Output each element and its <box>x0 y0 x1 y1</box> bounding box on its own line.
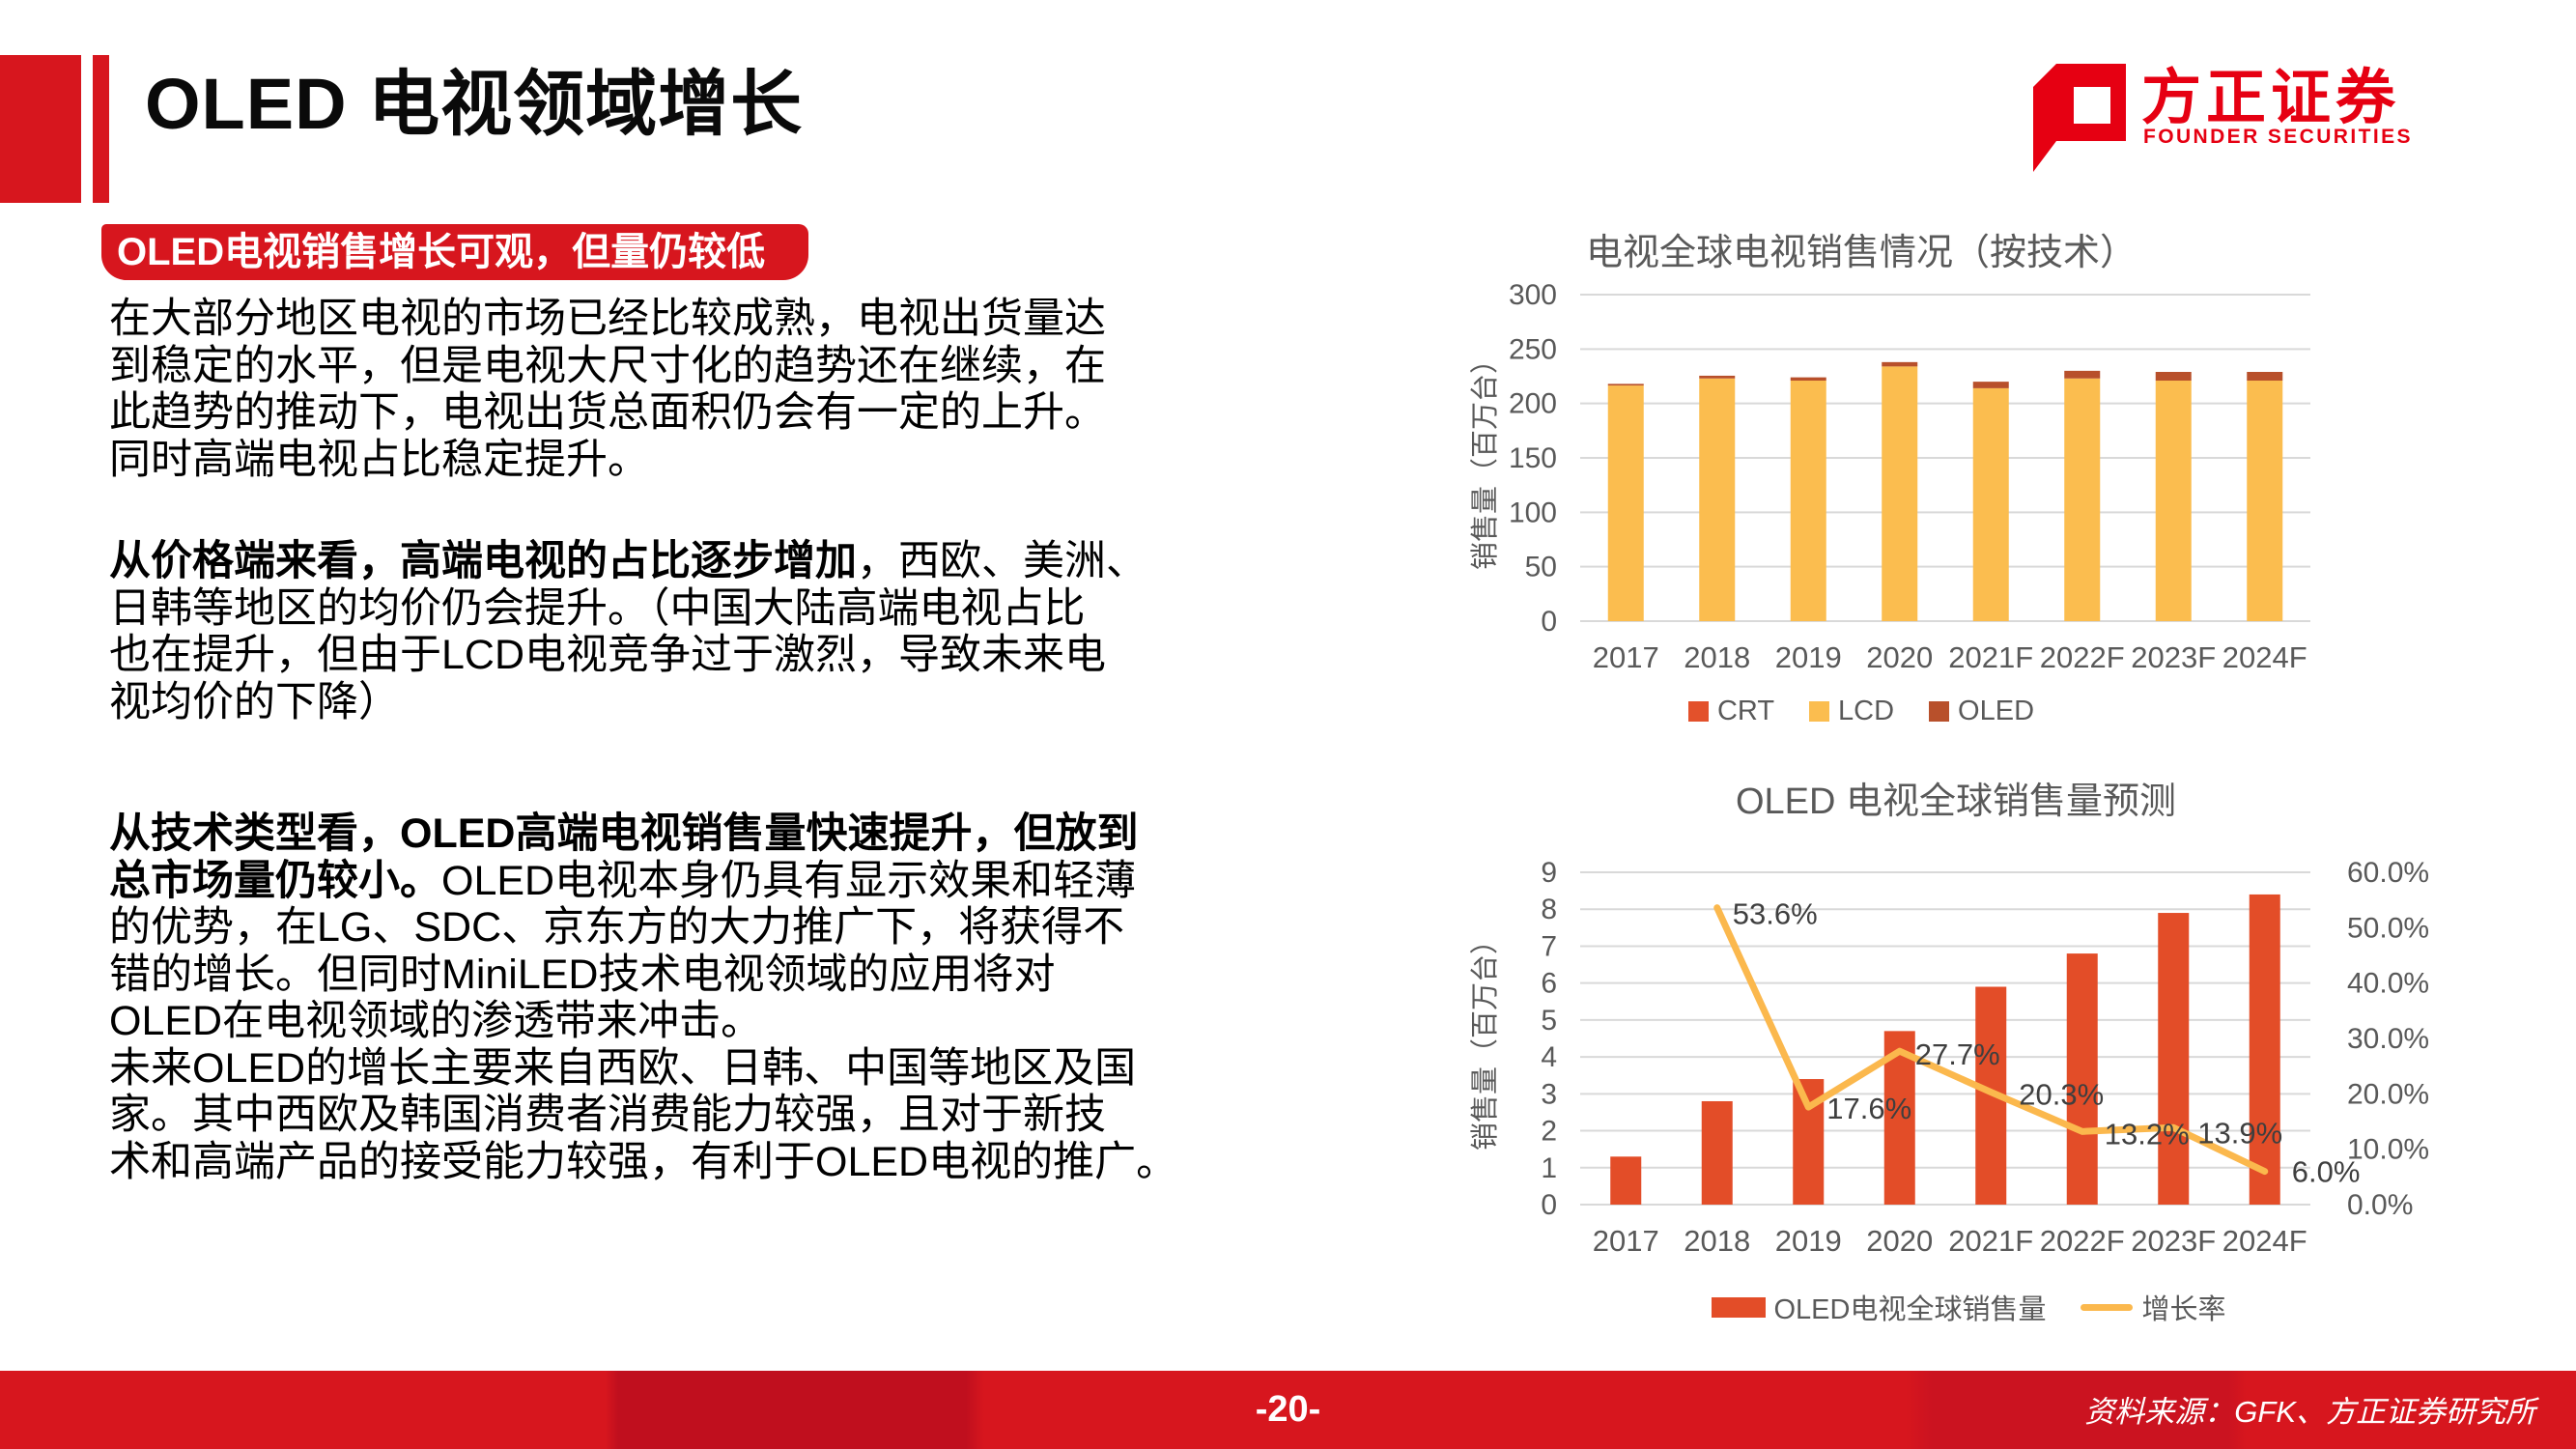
legend-item-CRT: CRT <box>1687 696 1774 727</box>
svg-text:2020: 2020 <box>1866 640 1933 674</box>
chart2-bar-line-chart: 0 1 2 3 4 5 6 7 8 9 0.0% 10.0% 20.0% 30.0% 40.0% 50.0% 6… <box>1541 857 2429 1258</box>
svg-text:2021F: 2021F <box>1948 1224 2033 1258</box>
founder-logo-icon <box>2033 64 2126 172</box>
chart1-legend: CRT LCD OLED <box>1378 696 2344 727</box>
svg-text:2: 2 <box>1541 1116 1557 1148</box>
logo-en-text: FOUNDER SECURITIES <box>2143 126 2413 148</box>
paragraph-1: 在大部分地区电视的市场已经比较成熟，电视出货量达 到稳定的水平，但是电视大尺寸化的… <box>109 296 1106 483</box>
legend-item-bars: OLED电视全球销售量 <box>1711 1287 2046 1327</box>
footer-bar: -20- 资料来源：GFK、方正证券研究所 <box>0 1371 2576 1449</box>
svg-text:13.9%: 13.9% <box>2197 1116 2282 1150</box>
svg-text:0: 0 <box>1541 606 1557 638</box>
svg-text:2023F: 2023F <box>2131 1224 2216 1258</box>
svg-text:2022F: 2022F <box>2040 1224 2125 1258</box>
svg-text:8: 8 <box>1541 894 1557 925</box>
svg-text:20.3%: 20.3% <box>2019 1078 2104 1112</box>
svg-text:7: 7 <box>1541 930 1557 962</box>
chart2-title: OLED 电视全球销售量预测 <box>1735 781 2177 822</box>
section-banner: OLED电视销售增长可观，但量仍较低 <box>101 224 808 280</box>
svg-text:6: 6 <box>1541 968 1557 1000</box>
legend-swatch <box>1687 701 1709 722</box>
svg-text:100: 100 <box>1509 497 1557 528</box>
page-title: OLED 电视领域增长 <box>145 64 804 144</box>
svg-text:13.2%: 13.2% <box>2105 1117 2190 1151</box>
svg-text:4: 4 <box>1541 1041 1557 1073</box>
svg-text:10.0%: 10.0% <box>2347 1134 2429 1166</box>
chart1-title: 电视全球电视销售情况（按技术） <box>1585 233 2137 273</box>
legend-swatch <box>1809 701 1830 722</box>
svg-text:2018: 2018 <box>1684 640 1750 674</box>
svg-text:2017: 2017 <box>1593 1224 1659 1258</box>
svg-text:50: 50 <box>1525 552 1557 583</box>
legend-item-OLED: OLED <box>1929 696 2034 727</box>
svg-text:2019: 2019 <box>1775 640 1842 674</box>
left-accent-bar <box>93 55 109 203</box>
svg-text:2018: 2018 <box>1684 1224 1750 1258</box>
svg-text:17.6%: 17.6% <box>1826 1092 1911 1125</box>
body-text: 在大部分地区电视的市场已经比较成熟，电视出货量达 到稳定的水平，但是电视大尺寸化的… <box>109 296 1249 1185</box>
svg-text:2019: 2019 <box>1775 1224 1842 1258</box>
svg-text:0: 0 <box>1541 1189 1557 1221</box>
svg-text:2020: 2020 <box>1866 1224 1933 1258</box>
paragraph-2: 从价格端来看，高端电视的占比逐步增加，西欧、美洲、 日韩等地区的均价仍会提升。（中… <box>109 538 1147 725</box>
founder-securities-logo: 方正证券 FOUNDER SECURITIES <box>2024 54 2429 180</box>
svg-text:20.0%: 20.0% <box>2347 1078 2429 1110</box>
paragraph-3: 从技术类型看，OLED高端电视销售量快速提升，但放到 总市场量仍较小。OLED电视… <box>109 810 1178 1185</box>
svg-text:50.0%: 50.0% <box>2347 912 2429 944</box>
svg-text:150: 150 <box>1509 442 1557 474</box>
svg-text:60.0%: 60.0% <box>2347 857 2429 889</box>
svg-text:2021F: 2021F <box>1948 640 2033 674</box>
legend-swatch <box>1929 701 1950 722</box>
svg-text:250: 250 <box>1509 333 1557 365</box>
svg-text:5: 5 <box>1541 1005 1557 1037</box>
svg-text:3: 3 <box>1541 1078 1557 1110</box>
chart2-legend: OLED电视全球销售量 增长率 <box>1486 1287 2451 1327</box>
svg-text:2024F: 2024F <box>2222 640 2307 674</box>
svg-text:2023F: 2023F <box>2131 640 2216 674</box>
svg-text:40.0%: 40.0% <box>2347 968 2429 1000</box>
svg-text:1: 1 <box>1541 1152 1557 1184</box>
svg-text:9: 9 <box>1541 857 1557 889</box>
svg-text:300: 300 <box>1509 279 1557 311</box>
legend-item-line: 增长率 <box>2081 1287 2226 1327</box>
svg-text:27.7%: 27.7% <box>1915 1037 2000 1071</box>
svg-text:2017: 2017 <box>1593 640 1659 674</box>
svg-text:2022F: 2022F <box>2040 640 2125 674</box>
source-note: 资料来源：GFK、方正证券研究所 <box>2084 1395 2535 1429</box>
left-accent-block <box>0 55 81 203</box>
svg-text:30.0%: 30.0% <box>2347 1023 2429 1055</box>
legend-swatch <box>1711 1296 1766 1318</box>
page-number: -20- <box>1255 1389 1321 1430</box>
svg-text:2024F: 2024F <box>2222 1224 2307 1258</box>
svg-text:53.6%: 53.6% <box>1733 897 1818 931</box>
svg-text:6.0%: 6.0% <box>2292 1155 2361 1189</box>
logo-cn-text: 方正证券 <box>2141 65 2401 131</box>
svg-text:0.0%: 0.0% <box>2347 1189 2413 1221</box>
legend-swatch <box>2081 1303 2134 1311</box>
legend-item-LCD: LCD <box>1809 696 1894 727</box>
svg-text:200: 200 <box>1509 388 1557 420</box>
